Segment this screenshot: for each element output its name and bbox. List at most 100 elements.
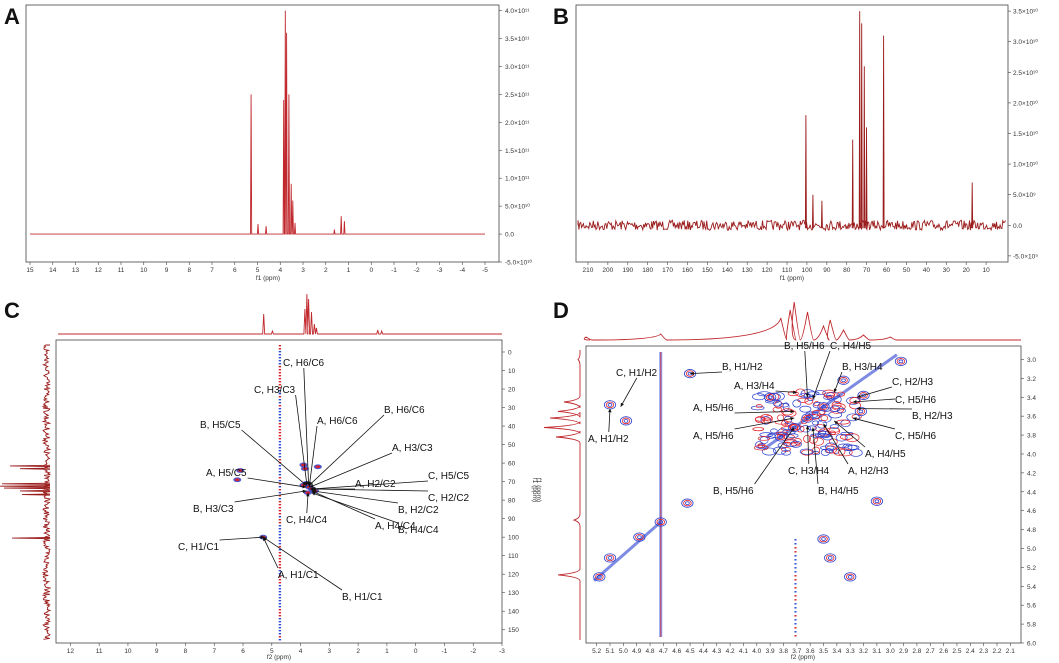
noise-streak-dot <box>278 555 282 557</box>
hsqc-annotation-label: B, H3/C3 <box>193 504 234 515</box>
x-tick-label: -3 <box>437 267 443 274</box>
hsqc-annotation-label: C, H4/C4 <box>286 515 328 526</box>
noise-streak-dot <box>278 384 282 386</box>
cosy-cross-peak <box>658 520 664 524</box>
noise-streak-dot <box>278 441 282 443</box>
noise-streak-dot <box>278 480 282 482</box>
cosy-contour <box>754 416 765 422</box>
cosy-contour <box>755 404 763 409</box>
cosy-contour <box>750 405 765 411</box>
x-tick-label: 2.9 <box>899 648 908 655</box>
x-tick-label: 30 <box>943 267 951 274</box>
x-tick-label: 4.5 <box>686 648 695 655</box>
y-tick-label: 50 <box>508 442 516 449</box>
cosy-contour <box>770 428 778 434</box>
noise-streak-dot <box>278 345 282 347</box>
x-tick-label: -5 <box>482 267 488 274</box>
x-axis-label-a: f1 (ppm) <box>256 275 280 282</box>
x-tick-label: -2 <box>414 267 420 274</box>
noise-dot <box>794 559 797 561</box>
noise-dot <box>794 623 797 625</box>
cosy-contour <box>799 405 812 413</box>
cosy-annotation-arrow <box>807 425 810 465</box>
x-tick-label: 10 <box>140 267 148 274</box>
cosy-cross-peak <box>607 403 613 407</box>
x-tick-label: 13 <box>72 267 80 274</box>
y-tick-label: 0.0 <box>505 232 514 239</box>
cosy-contour <box>829 424 840 429</box>
panel-c: C 12 11 10 9 8 7 6 5 4 3 2 1 0 -1 -2 -3 010203040506070… <box>0 293 542 661</box>
y-tick-label: 0 <box>508 350 512 357</box>
diagonal-band <box>762 353 898 451</box>
y-tick-label: 150 <box>508 627 519 634</box>
noise-streak-dot <box>278 576 282 578</box>
noise-streak-dot <box>278 447 282 449</box>
x-ticks-a: 15 14 13 12 11 10 9 8 7 6 5 4 3 2 1 0 -1 -2 -3 -4 -5 <box>26 262 488 274</box>
y-tick-label: -5.0×10⁹ <box>1013 253 1038 260</box>
cosy-contour <box>815 390 826 396</box>
hsqc-cross-peak-core <box>315 465 321 469</box>
noise-streak-dot <box>278 387 282 389</box>
noise-streak-dot <box>278 594 282 596</box>
x-tick-label: 5.0 <box>619 648 628 655</box>
cosy-cross-peak <box>774 432 787 442</box>
cosy-cross-peak <box>593 572 606 582</box>
noise-streak-dot <box>278 363 282 365</box>
noise-streak-dot <box>278 630 282 632</box>
y-tick-label: 1.0×10¹⁰ <box>1013 161 1038 169</box>
panel-d: D 5.2 5.1 5.0 4.9 4.8 4.7 4.6 4.5 4.4 4.3 4.2 4.1 4.… <box>531 298 1036 661</box>
y-tick-label: -5.0×10¹⁰ <box>505 259 532 267</box>
cosy-arrow-head <box>856 406 861 411</box>
cosy-cross-peak <box>621 417 631 425</box>
x-tick-label: 2 <box>356 648 360 655</box>
y-tick-label: 3.4 <box>1027 395 1036 402</box>
x-tick-label: 3.0 <box>886 648 895 655</box>
cosy-contour <box>817 430 826 436</box>
noise-streak-dot <box>278 504 282 506</box>
cosy-cross-peak <box>681 498 694 508</box>
noise-streak-dot <box>278 495 282 497</box>
cosy-contour <box>780 426 795 431</box>
cosy-annotation-label: A, H5/H6 <box>693 431 734 442</box>
noise-streak-dot <box>278 423 282 425</box>
cosy-cross-peak <box>861 393 866 398</box>
y-tick-label: 4.0×10¹¹ <box>505 8 530 15</box>
y-tick-label: 3.5×10¹⁰ <box>1013 8 1038 16</box>
cosy-cross-peak <box>898 359 904 364</box>
noise-streak-dot <box>278 399 282 401</box>
cosy-annotation-label: C, H5/H6 <box>895 395 937 406</box>
noise-streak-dot <box>278 465 282 467</box>
cosy-contour <box>846 396 860 405</box>
cosy-contour <box>837 443 849 449</box>
y-tick-label: 70 <box>508 479 516 486</box>
cosy-annotation-label: B, H2/H3 <box>912 411 953 422</box>
x-tick-label: 8 <box>187 267 191 274</box>
plot-frame-c <box>55 339 503 644</box>
y-tick-label: 4.8 <box>1027 527 1036 534</box>
hsqc-arrow-head <box>309 487 314 491</box>
noise-dot <box>794 575 797 577</box>
noise-streak-dot <box>278 570 282 572</box>
cosy-cross-peak <box>854 406 867 417</box>
cosy-cross-peak <box>827 556 833 560</box>
hsqc-cross-peak-core <box>237 469 243 472</box>
noise-dot <box>794 595 797 597</box>
x-tick-label: 15 <box>26 267 34 274</box>
cosy-cross-peak <box>824 553 837 563</box>
hsqc-arrow-head <box>311 490 316 494</box>
cosy-contour <box>849 397 861 404</box>
y-tick-label: 110 <box>508 553 519 560</box>
cosy-cross-peak <box>603 553 617 563</box>
x-tick-label: 4.4 <box>699 648 708 655</box>
noise-streak-dot <box>278 615 282 617</box>
hsqc-annotation-arrow <box>241 429 307 486</box>
x-ticks-c: 12 11 10 9 8 7 6 5 4 3 2 1 0 -1 -2 -3 <box>67 643 505 655</box>
cosy-cross-peak <box>858 409 864 414</box>
noise-dot <box>794 539 797 541</box>
cosy-contour <box>796 425 805 433</box>
cosy-contour <box>792 399 802 408</box>
hsqc-arrow-head <box>302 481 307 486</box>
y-tick-label: 4.0 <box>1027 451 1036 458</box>
y-tick-label: 5.8 <box>1027 622 1036 629</box>
noise-dot <box>794 571 797 573</box>
